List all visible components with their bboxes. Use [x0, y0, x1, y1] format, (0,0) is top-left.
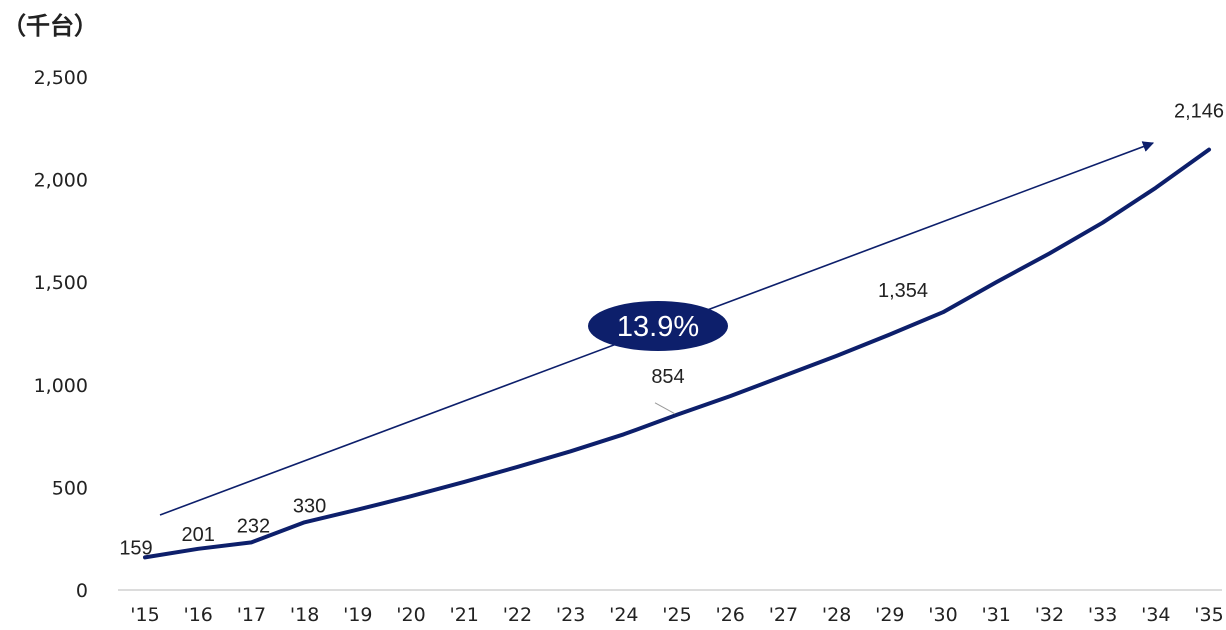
x-tick-label: '18: [290, 604, 319, 626]
x-tick-label: '17: [237, 604, 266, 626]
y-tick-label: 1,500: [34, 272, 88, 294]
x-tick-label: '32: [1035, 604, 1064, 626]
y-tick-label: 2,500: [34, 67, 88, 89]
y-tick-label: 0: [76, 580, 88, 602]
x-tick-label: '16: [183, 604, 212, 626]
x-tick-label: '20: [396, 604, 425, 626]
y-tick-label: 500: [52, 477, 88, 499]
series-line: [143, 147, 1211, 560]
x-tick-label: '31: [981, 604, 1010, 626]
data-labels: 159 201 232 330 854 1,354 2,146: [119, 101, 1224, 560]
x-tick-label: '21: [449, 604, 478, 626]
x-tick-label: '26: [715, 604, 744, 626]
cagr-label: 13.9%: [617, 311, 699, 343]
x-tick-label: '23: [556, 604, 585, 626]
x-tick-label: '34: [1141, 604, 1170, 626]
x-tick-label: '28: [822, 604, 851, 626]
cagr-annotation: 13.9%: [159, 141, 1155, 516]
unit-label: （千台）: [2, 12, 98, 40]
data-label: 854: [651, 366, 684, 388]
x-tick-label: '35: [1194, 604, 1223, 626]
leader-line: [654, 402, 676, 415]
x-tick-label: '29: [875, 604, 904, 626]
data-label: 2,146: [1174, 101, 1224, 123]
y-axis: 0 500 1,000 1,500 2,000 2,500: [34, 67, 88, 602]
x-tick-label: '15: [130, 604, 159, 626]
x-tick-label: '19: [343, 604, 372, 626]
data-label: 330: [293, 495, 326, 517]
x-tick-label: '30: [928, 604, 957, 626]
x-axis: '15 '16 '17 '18 '19 '20 '21 '22 '23 '24 '25 '26 '27 '…: [130, 604, 1223, 626]
data-label: 159: [119, 537, 152, 559]
x-tick-label: '22: [503, 604, 532, 626]
y-tick-label: 1,000: [34, 375, 88, 397]
series-line-group: [143, 147, 1211, 560]
data-label: 201: [182, 524, 215, 546]
data-label: 1,354: [878, 280, 928, 302]
x-tick-label: '25: [662, 604, 691, 626]
x-tick-label: '27: [769, 604, 798, 626]
data-label: 232: [237, 515, 270, 537]
y-tick-label: 2,000: [34, 170, 88, 192]
cagr-badge: [588, 301, 728, 351]
x-tick-label: '33: [1088, 604, 1117, 626]
x-tick-label: '24: [609, 604, 638, 626]
